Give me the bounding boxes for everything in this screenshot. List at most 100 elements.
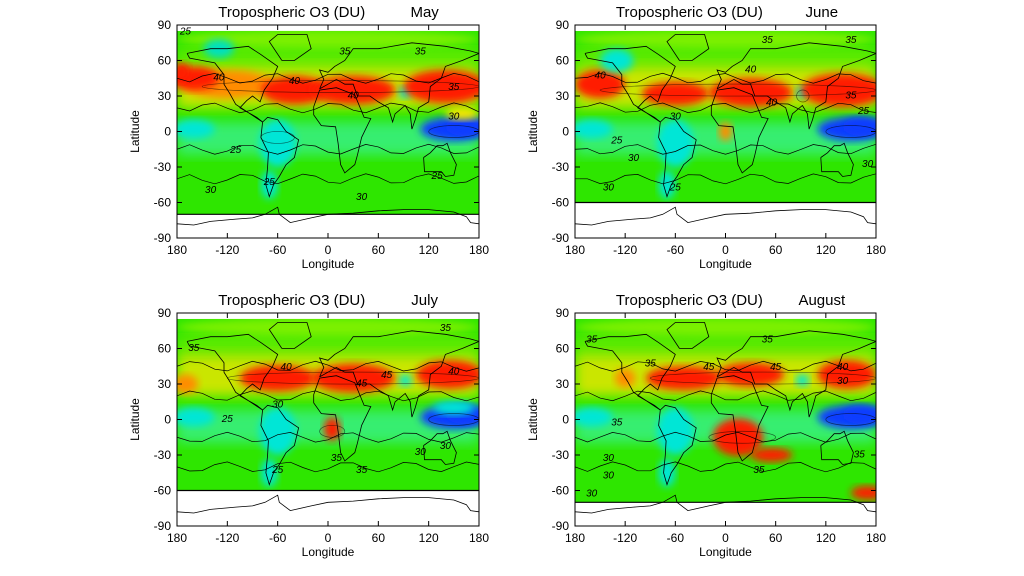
x-axis-label: Longitude xyxy=(302,257,355,271)
ozone-blob xyxy=(311,363,396,393)
y-tick-label: 60 xyxy=(556,342,570,356)
y-tick-label: 0 xyxy=(562,413,569,427)
contour-label: 45 xyxy=(703,362,715,373)
contour-line xyxy=(201,80,479,93)
y-tick-label: -90 xyxy=(154,519,172,533)
coastline xyxy=(584,333,676,411)
y-tick-label: 90 xyxy=(556,18,570,32)
x-axis-label: Longitude xyxy=(699,257,752,271)
x-tick-label: 60 xyxy=(372,243,386,257)
contour-label: 35 xyxy=(440,323,452,334)
coastline xyxy=(584,45,676,123)
ozone-blob xyxy=(260,170,278,199)
ozone-blob xyxy=(445,107,479,120)
x-tick-label: 180 xyxy=(866,243,886,257)
contour-label: 35 xyxy=(356,465,368,476)
contour-label: 35 xyxy=(188,343,200,354)
y-tick-label: 0 xyxy=(562,125,569,139)
coastline xyxy=(186,45,279,123)
contour-line xyxy=(177,461,479,473)
contour-label: 30 xyxy=(837,376,849,387)
contour-line xyxy=(825,125,876,138)
x-tick-label: 180 xyxy=(565,531,585,545)
x-tick-label: 0 xyxy=(722,531,729,545)
contour-label: 35 xyxy=(586,335,598,346)
contour-label: 40 xyxy=(348,90,360,101)
contour-label: 25 xyxy=(271,465,284,476)
contour-line xyxy=(575,102,876,114)
y-tick-label: -30 xyxy=(552,448,570,462)
ozone-blob xyxy=(842,405,876,425)
chart-month: July xyxy=(411,292,438,309)
y-tick-label: -90 xyxy=(552,519,570,533)
contour-line xyxy=(177,431,479,443)
ozone-blob xyxy=(575,30,876,49)
contour-label: 40 xyxy=(213,73,225,84)
ozone-blob xyxy=(323,417,341,441)
ozone-field xyxy=(575,30,876,203)
coastline xyxy=(716,42,876,130)
contour-label: 35 xyxy=(854,449,866,460)
contour-line xyxy=(575,143,876,155)
contour-line xyxy=(428,413,479,426)
ozone-blob xyxy=(658,170,676,199)
contour-label: 35 xyxy=(753,465,765,476)
contour-label: 35 xyxy=(845,90,857,101)
x-tick-label: 120 xyxy=(816,243,836,257)
coastline xyxy=(186,333,279,411)
x-tick-label: -60 xyxy=(269,531,287,545)
contour-label: 35 xyxy=(645,358,657,369)
contour-label: 25 xyxy=(221,414,234,425)
y-axis-label: Latitude xyxy=(128,398,142,441)
coastline xyxy=(313,375,372,462)
coastline xyxy=(820,142,854,177)
ozone-blob xyxy=(718,122,733,141)
coastline xyxy=(260,404,300,486)
panel-may: 40 40 35 40 35 35 30 25 25 25 30 30 25 Tropospheric O… xyxy=(128,4,489,271)
y-tick-label: 0 xyxy=(164,413,171,427)
chart-month: June xyxy=(806,4,839,21)
x-tick-label: -120 xyxy=(215,531,239,545)
ozone-blob xyxy=(717,362,785,387)
y-tick-label: 30 xyxy=(158,377,172,391)
coastline xyxy=(423,142,457,177)
panel-june: 35 35 40 40 40 35 30 25 30 25 30 30 25 Tropospheric O… xyxy=(526,4,886,271)
contour-label: 25 xyxy=(669,183,682,194)
contour-line xyxy=(575,390,876,402)
chart-title: Tropospheric O3 (DU) xyxy=(218,292,365,309)
ozone-blob xyxy=(575,407,613,427)
contour-line xyxy=(177,73,479,84)
panel-august: 35 35 35 45 45 40 35 30 30 35 30 35 30 Tropospheric O… xyxy=(526,292,886,559)
antarctic-coastline xyxy=(177,494,479,514)
ozone-blob xyxy=(416,360,479,389)
y-tick-label: 90 xyxy=(158,306,172,320)
x-tick-label: -120 xyxy=(613,243,637,257)
contour-label: 40 xyxy=(281,362,293,373)
ozone-blob xyxy=(177,66,219,91)
contour-line xyxy=(575,72,876,84)
coastline xyxy=(716,330,876,418)
ozone-blob xyxy=(403,69,479,104)
x-tick-label: 60 xyxy=(372,531,386,545)
contour-label: 40 xyxy=(289,76,301,87)
ozone-blob xyxy=(445,117,479,137)
y-tick-label: 90 xyxy=(556,306,570,320)
coastline xyxy=(423,430,457,465)
contour-label: 40 xyxy=(745,64,757,75)
contour-label: 25 xyxy=(229,145,242,156)
coastline xyxy=(710,375,769,462)
coastline xyxy=(666,322,710,349)
contour-label: 30 xyxy=(603,471,615,482)
ozone-blob xyxy=(239,365,316,392)
y-tick-label: 30 xyxy=(556,377,570,391)
y-axis-label: Latitude xyxy=(526,398,540,441)
contour-line xyxy=(825,413,876,426)
y-tick-label: 60 xyxy=(158,342,172,356)
contour-label: 25 xyxy=(179,27,192,38)
y-tick-label: -60 xyxy=(154,196,172,210)
contour-label: 35 xyxy=(611,417,623,428)
contour-label: 35 xyxy=(845,35,857,46)
contour-label: 35 xyxy=(762,35,774,46)
contour-line xyxy=(599,83,876,97)
